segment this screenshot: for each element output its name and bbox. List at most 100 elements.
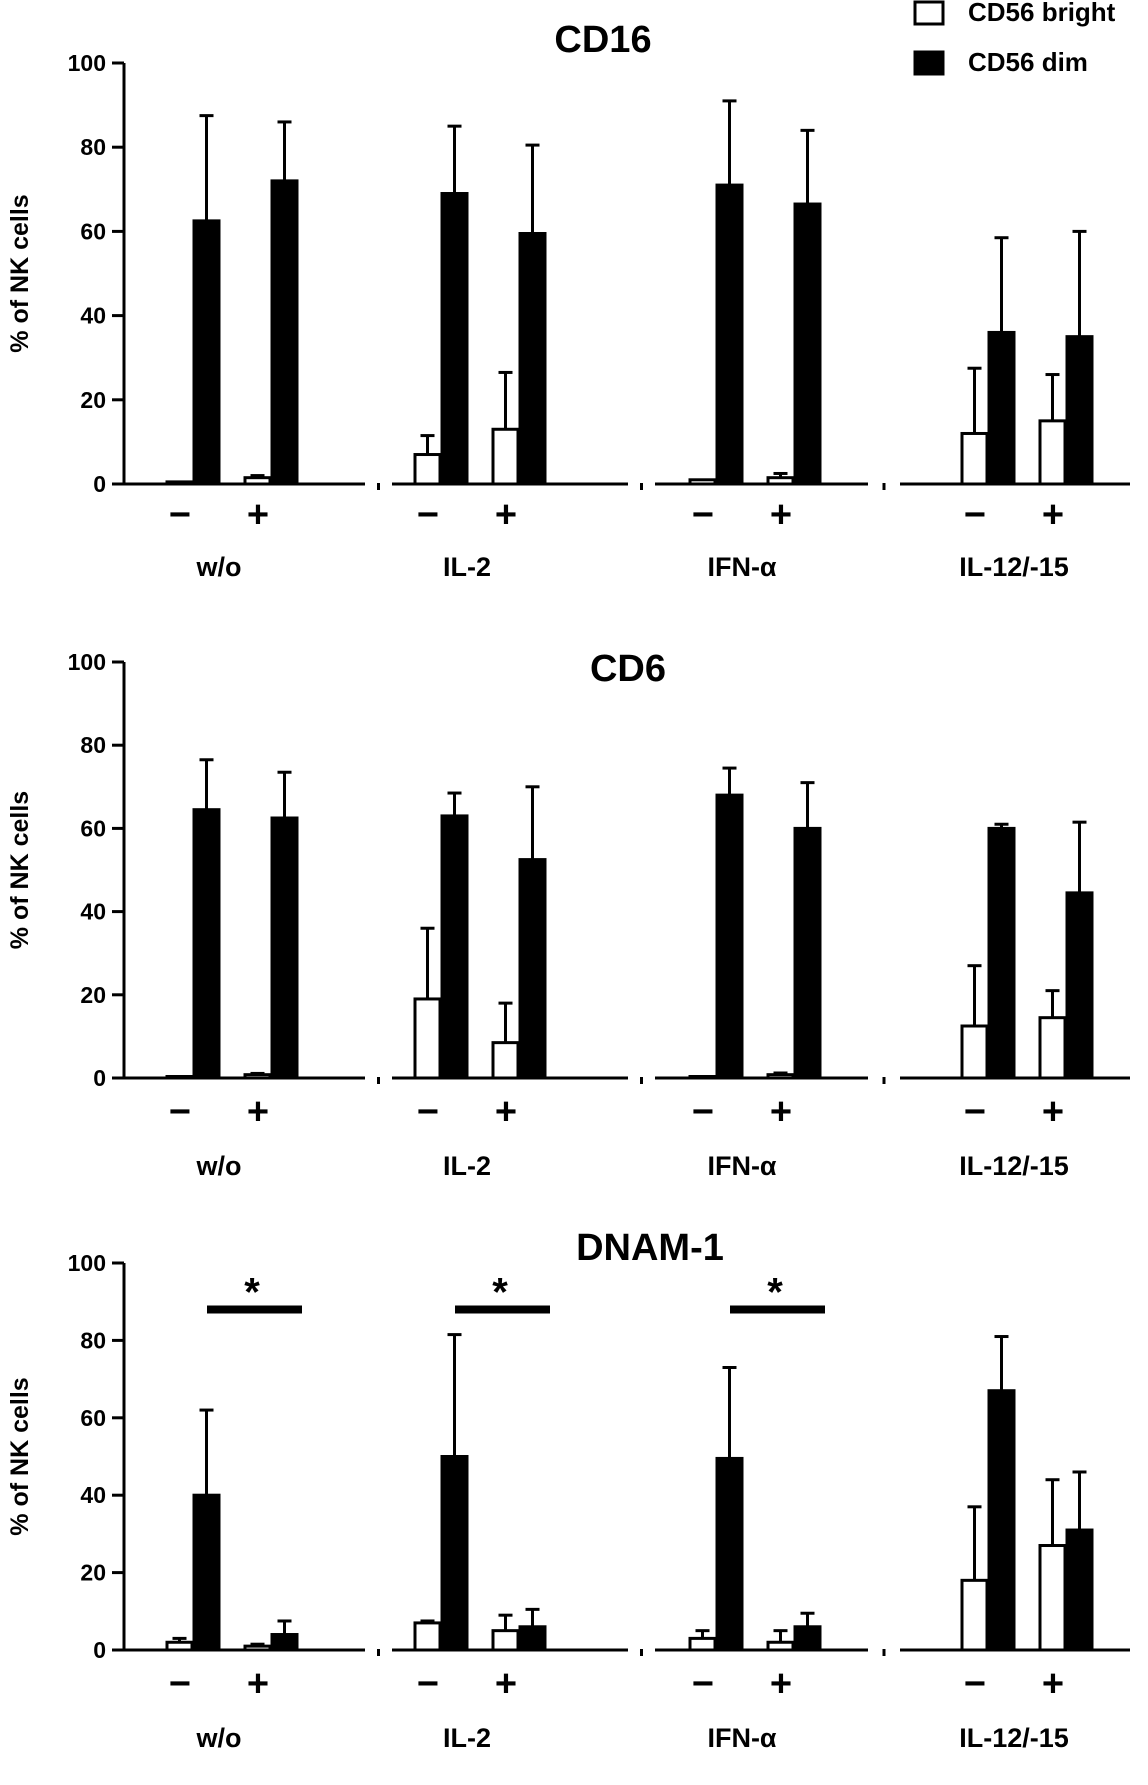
bar-cd56-bright: [413, 453, 442, 486]
bar-cd56-bright: [491, 1041, 520, 1080]
condition-minus-label: −: [417, 1663, 439, 1705]
y-tick-label: 20: [80, 1560, 106, 1586]
bar-cd56-bright: [1038, 1544, 1067, 1652]
legend-swatch: [913, 50, 945, 76]
bar-cd56-bright: [491, 427, 520, 486]
y-tick-label: 40: [80, 899, 106, 925]
condition-plus-label: +: [1042, 1091, 1064, 1133]
bar-cd56-dim: [192, 808, 221, 1080]
y-tick-label: 80: [80, 134, 106, 160]
y-tick-label: 100: [68, 1250, 106, 1276]
y-tick-label: 60: [80, 218, 106, 244]
y-tick-label: 100: [68, 649, 106, 675]
condition-minus-label: −: [169, 1091, 191, 1133]
group-label: IL-2: [443, 1723, 491, 1753]
bar-cd56-bright: [766, 1073, 795, 1080]
bar-cd56-dim: [270, 816, 299, 1080]
y-axis-label: % of NK cells: [6, 791, 34, 949]
bar-cd56-bright: [688, 1075, 717, 1080]
bar-cd56-bright: [960, 431, 989, 486]
legend-label: CD56 bright: [968, 0, 1116, 27]
bar-cd56-dim: [518, 1625, 547, 1652]
bar-cd56-dim: [518, 232, 547, 486]
y-tick-label: 80: [80, 732, 106, 758]
group-label: w/o: [196, 1151, 242, 1181]
bar-cd56-bright: [960, 1578, 989, 1652]
bar-cd56-bright: [243, 1644, 272, 1652]
bar-cd56-dim: [987, 1389, 1016, 1652]
condition-minus-label: −: [964, 1091, 986, 1133]
y-tick-label: 80: [80, 1327, 106, 1353]
bar-cd56-dim: [192, 219, 221, 486]
legend-label: CD56 dim: [968, 47, 1088, 77]
y-tick-label: 40: [80, 303, 106, 329]
bar-cd56-dim: [987, 330, 1016, 486]
bar-cd56-dim: [715, 183, 744, 486]
bar-cd56-bright: [1038, 1016, 1067, 1080]
legend: CD56 bright CD56 dim: [913, 0, 1116, 77]
y-tick-label: 60: [80, 815, 106, 841]
condition-plus-label: +: [770, 1663, 792, 1705]
y-axis-label: % of NK cells: [6, 194, 34, 352]
group-label: IL-12/-15: [959, 552, 1069, 582]
bar-cd56-dim: [793, 826, 822, 1080]
bar-cd56-bright: [688, 1636, 717, 1652]
bar-cd56-dim: [440, 192, 469, 486]
bar-cd56-dim: [793, 1625, 822, 1652]
bar-cd56-dim: [793, 202, 822, 486]
bar-cd56-dim: [192, 1493, 221, 1652]
bar-cd56-dim: [270, 1633, 299, 1652]
condition-plus-label: +: [770, 1091, 792, 1133]
group-label: IFN-α: [707, 1723, 776, 1753]
condition-minus-label: −: [169, 494, 191, 536]
chart-title: DNAM-1: [576, 1227, 724, 1269]
bar-cd56-bright: [413, 1621, 442, 1652]
significance-star: *: [244, 1270, 260, 1314]
condition-minus-label: −: [692, 1663, 714, 1705]
bar-cd56-bright: [960, 1024, 989, 1080]
bar-cd56-bright: [766, 476, 795, 486]
y-tick-label: 0: [93, 471, 106, 497]
bar-cd56-bright: [165, 1075, 194, 1080]
condition-minus-label: −: [964, 1663, 986, 1705]
condition-plus-label: +: [247, 1091, 269, 1133]
y-tick-label: 100: [68, 50, 106, 76]
condition-minus-label: −: [417, 1091, 439, 1133]
condition-minus-label: −: [964, 494, 986, 536]
condition-plus-label: +: [495, 1091, 517, 1133]
y-tick-label: 0: [93, 1637, 106, 1663]
y-tick-label: 60: [80, 1405, 106, 1431]
group-label: IL-2: [443, 1151, 491, 1181]
bar-cd56-dim: [1065, 335, 1094, 486]
bar-cd56-bright: [413, 997, 442, 1080]
bar-cd56-dim: [715, 1456, 744, 1652]
condition-plus-label: +: [495, 1663, 517, 1705]
group-label: IFN-α: [707, 552, 776, 582]
condition-plus-label: +: [1042, 494, 1064, 536]
bar-cd56-bright: [243, 1073, 272, 1080]
bar-cd56-bright: [688, 478, 717, 486]
y-tick-label: 20: [80, 982, 106, 1008]
condition-minus-label: −: [692, 494, 714, 536]
group-label: IL-2: [443, 552, 491, 582]
bar-cd56-dim: [987, 826, 1016, 1080]
bar-cd56-dim: [1065, 891, 1094, 1080]
bar-cd56-dim: [1065, 1528, 1094, 1652]
bar-cd56-dim: [270, 179, 299, 486]
bar-cd56-dim: [518, 858, 547, 1080]
significance-star: *: [492, 1270, 508, 1314]
bar-cd56-bright: [491, 1629, 520, 1652]
bar-cd56-dim: [440, 814, 469, 1080]
bar-cd56-bright: [243, 476, 272, 486]
bar-cd56-bright: [766, 1640, 795, 1652]
y-tick-label: 40: [80, 1482, 106, 1508]
condition-plus-label: +: [770, 494, 792, 536]
chart-title: CD16: [554, 19, 651, 61]
condition-plus-label: +: [247, 1663, 269, 1705]
bar-cd56-dim: [715, 793, 744, 1080]
condition-minus-label: −: [169, 1663, 191, 1705]
group-label: IFN-α: [707, 1151, 776, 1181]
